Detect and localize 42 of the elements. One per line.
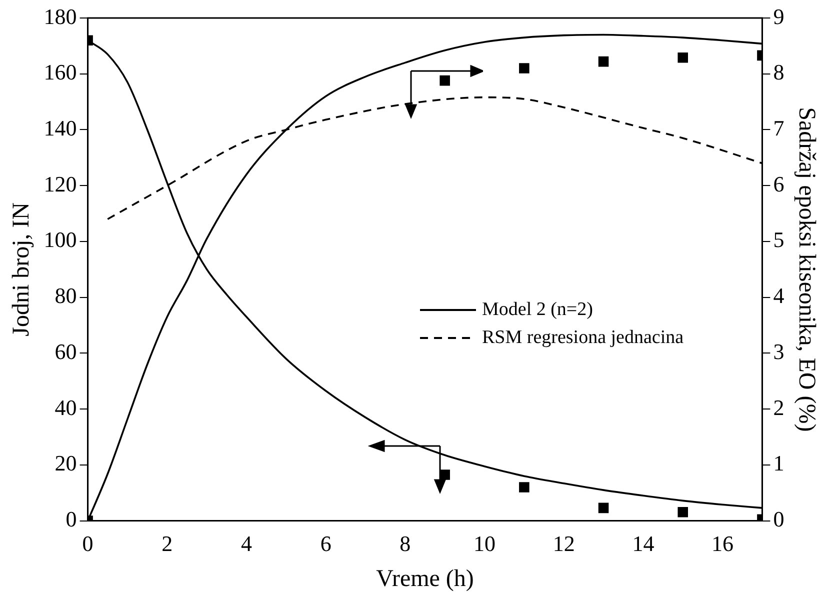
x-tick-label: 2 bbox=[162, 530, 173, 556]
legend-label: Model 2 (n=2) bbox=[482, 299, 593, 321]
x-tick-label: 6 bbox=[320, 530, 332, 556]
point bbox=[440, 75, 450, 86]
point bbox=[519, 482, 530, 492]
y2-tick-label: 6 bbox=[773, 171, 784, 196]
point bbox=[519, 63, 530, 74]
y-tick-label: 100 bbox=[44, 227, 77, 252]
x-tick-label: 10 bbox=[474, 530, 496, 556]
x-tick-label: 12 bbox=[552, 530, 575, 556]
point bbox=[678, 52, 688, 63]
y-tick-label: 80 bbox=[54, 283, 77, 308]
x-tick-label: 0 bbox=[82, 530, 94, 556]
y-tick-label: 0 bbox=[66, 506, 77, 532]
x-tick-label: 4 bbox=[240, 530, 252, 556]
y-tick-label: 40 bbox=[54, 394, 77, 420]
x-tick-label: 14 bbox=[632, 530, 654, 556]
legend-label: RSM regresiona jednacina bbox=[482, 327, 684, 349]
y2-tick-label: 3 bbox=[773, 338, 784, 364]
y2-tick-label: 9 bbox=[773, 4, 784, 29]
y2-tick-label: 2 bbox=[773, 394, 784, 420]
y2-tick-label: 0 bbox=[773, 506, 784, 532]
y2-tick-label: 8 bbox=[773, 60, 784, 85]
y-tick-label: 140 bbox=[44, 116, 77, 141]
y-tick-label: 20 bbox=[54, 450, 77, 476]
point bbox=[598, 56, 609, 67]
x-axis-title: Vreme (h) bbox=[376, 566, 474, 592]
y-tick-label: 180 bbox=[44, 4, 77, 29]
y-tick-label: 160 bbox=[44, 60, 77, 85]
y-tick-label: 60 bbox=[54, 338, 77, 364]
y2-tick-label: 7 bbox=[773, 116, 784, 141]
y2-tick-label: 4 bbox=[773, 283, 784, 308]
y2-axis-title: Sadržaj epoksi kiseonika, EO (%) bbox=[793, 107, 820, 432]
point bbox=[598, 502, 609, 514]
point bbox=[678, 507, 688, 518]
x-tick-label: 8 bbox=[400, 530, 411, 556]
x-tick-label: 16 bbox=[712, 530, 734, 556]
y2-tick-label: 1 bbox=[773, 450, 784, 476]
point bbox=[440, 470, 450, 480]
y-axis-title: Jodni broj, IN bbox=[8, 202, 35, 336]
y-tick-label: 120 bbox=[44, 171, 77, 196]
y2-tick-label: 5 bbox=[773, 227, 784, 252]
